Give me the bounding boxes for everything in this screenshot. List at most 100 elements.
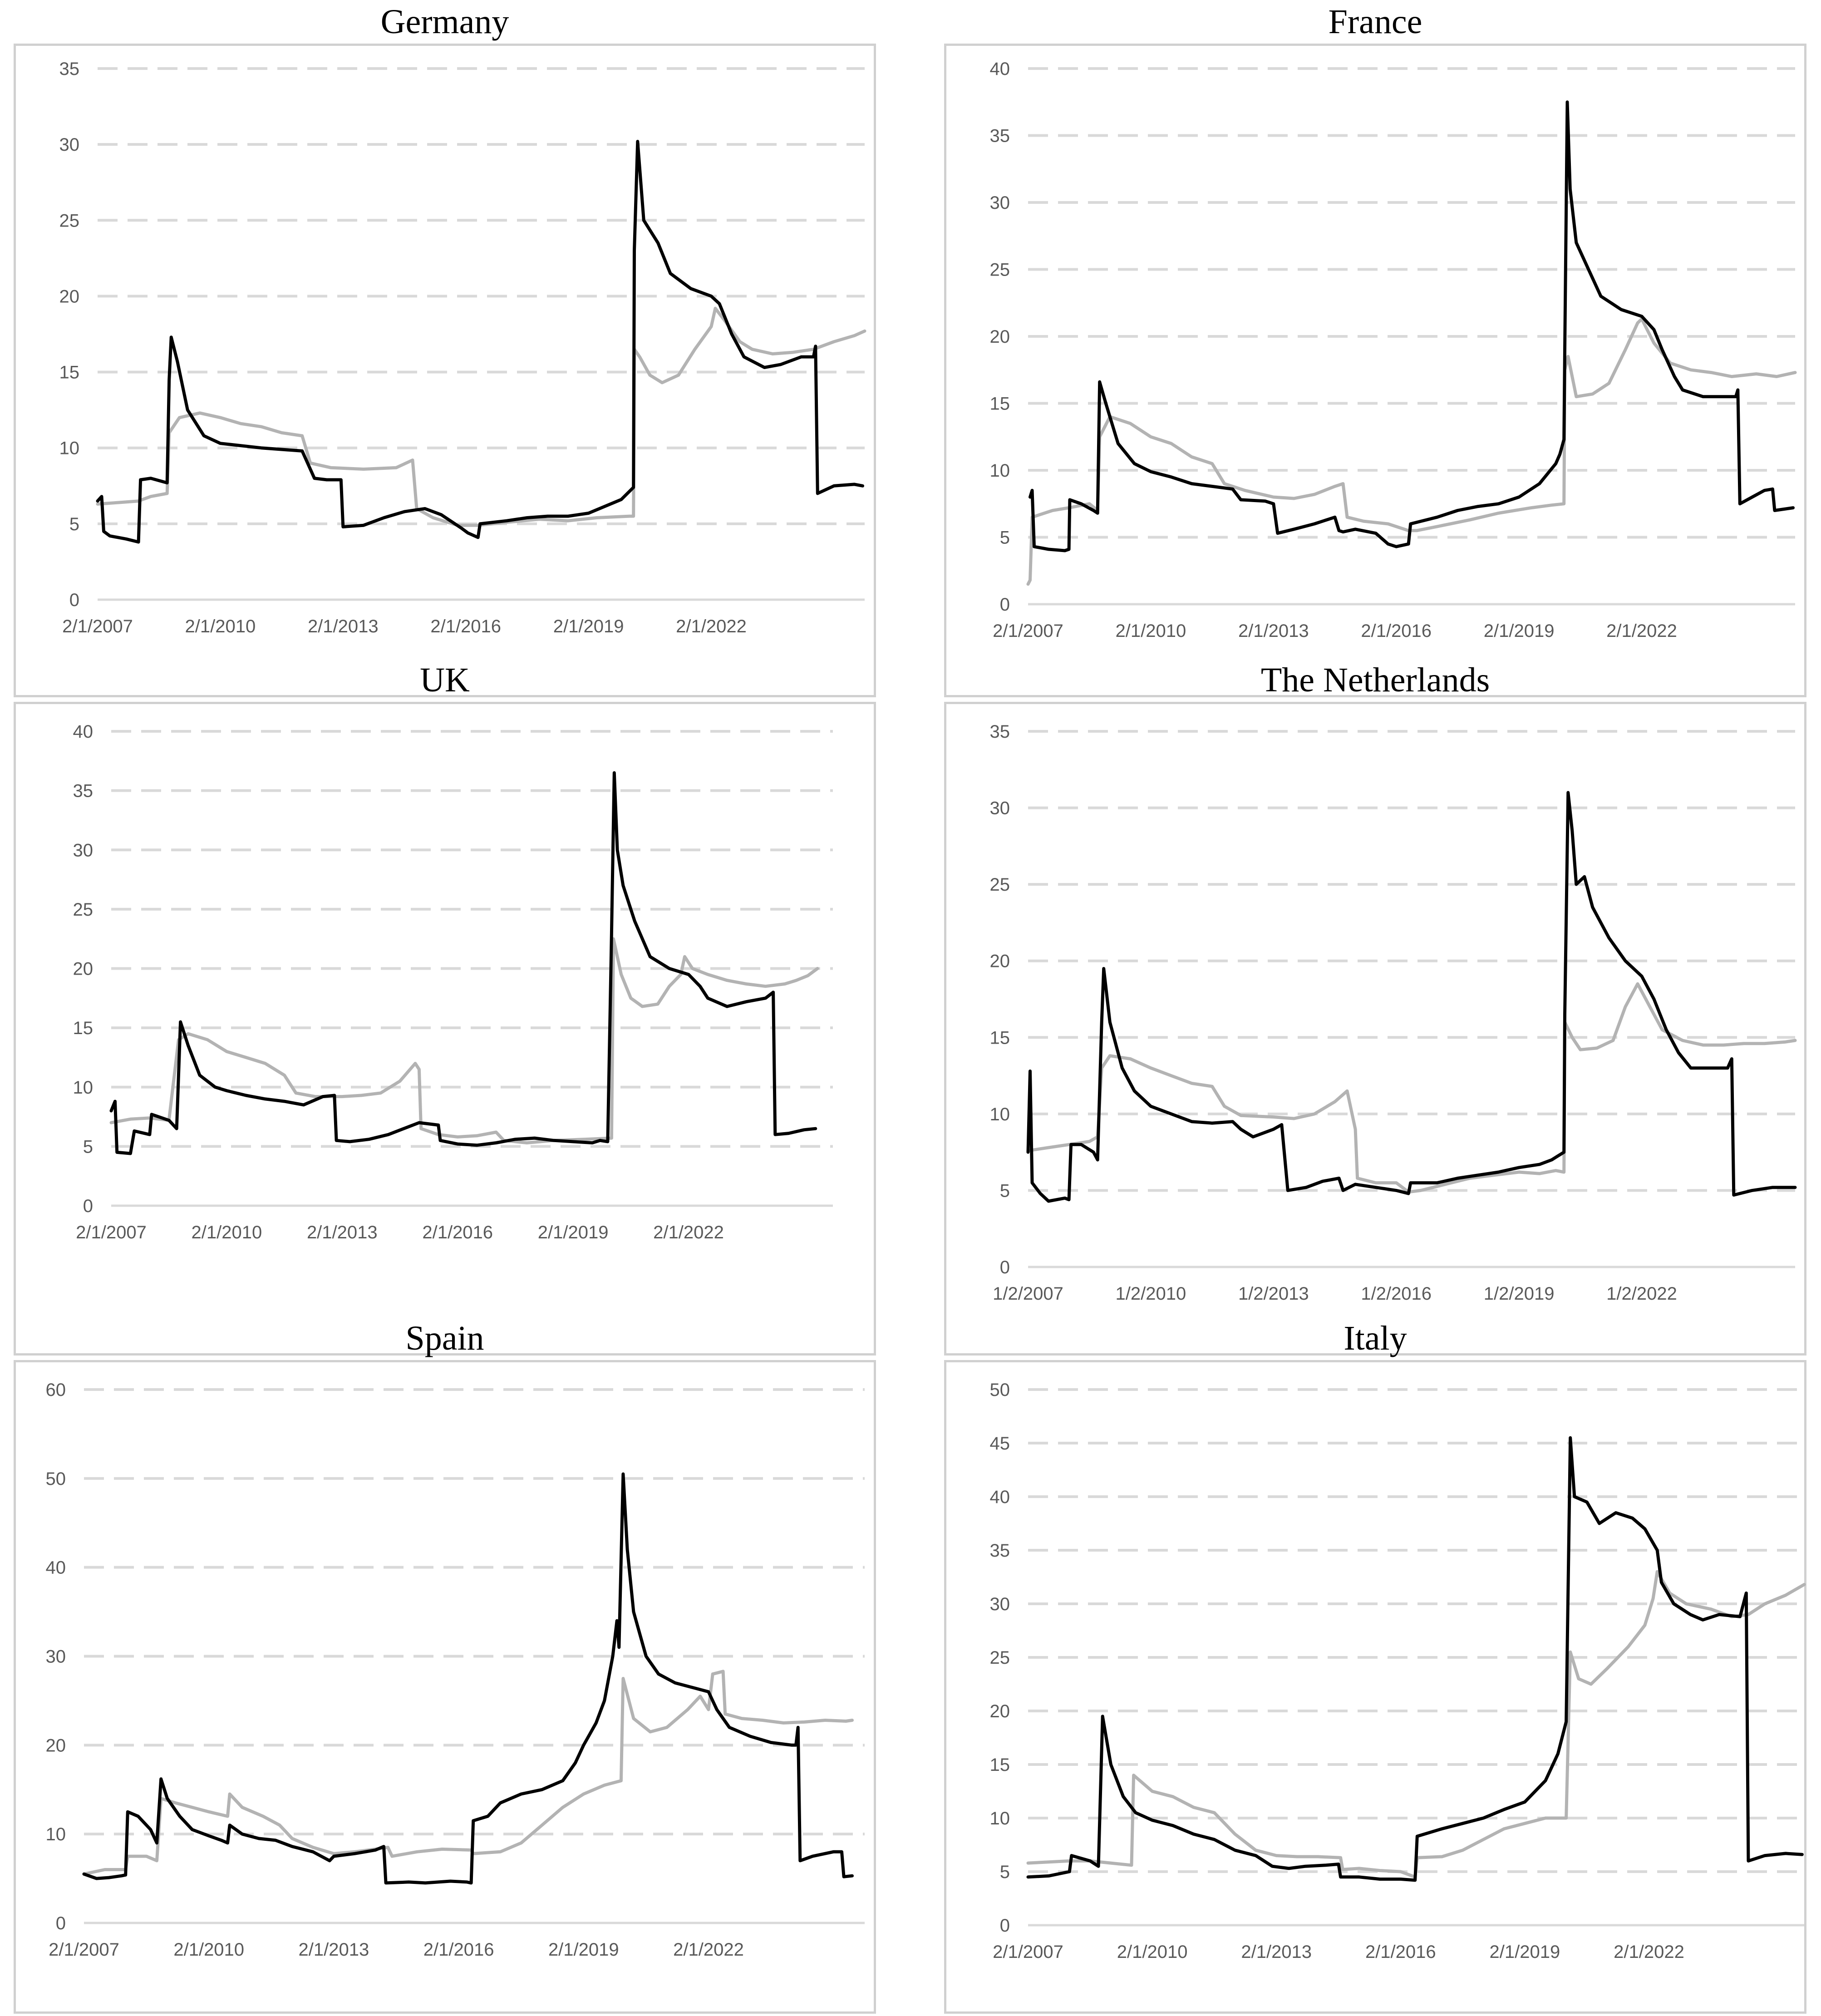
series-b-line <box>96 306 866 527</box>
x-tick-label: 2/1/2016 <box>422 1222 493 1242</box>
chart-panel-germany: Germany 0 5 10 15 20 25 30 35 2/1/2007 2/1/2010 2/… <box>14 0 876 697</box>
x-tick-label: 2/1/2007 <box>62 616 133 636</box>
y-tick-label: 0 <box>83 1196 93 1216</box>
y-tick-label: 25 <box>73 900 94 920</box>
chart-plot: 0 5 10 15 20 25 30 35 1/2/2007 1/2/2010 1/2/2013 1/… <box>990 722 1797 1304</box>
series-a-line <box>1026 1436 1804 1882</box>
y-tick-label: 25 <box>990 260 1010 280</box>
y-tick-label: 10 <box>59 439 80 458</box>
chart-plot: 0 10 20 30 40 50 60 2/1/2007 2/1/2010 2/1/2013 2/1… <box>46 1380 865 1960</box>
chart-panel-france: France 0 5 10 15 20 25 30 35 40 2/1/2007 2/1/2010 2… <box>944 0 1806 697</box>
y-tick-label: 45 <box>990 1434 1010 1454</box>
chart-panel-italy: Italy 0 5 10 15 20 25 30 35 40 45 50 2/1/2007 2/1/20… <box>944 1316 1806 2014</box>
x-tick-label: 2/1/2019 <box>553 616 624 636</box>
series-a-line <box>96 140 864 544</box>
y-tick-label: 30 <box>59 135 80 155</box>
y-tick-label: 50 <box>990 1380 1010 1400</box>
y-tick-label: 15 <box>73 1018 94 1038</box>
x-tick-label: 2/1/2016 <box>423 1940 494 1960</box>
chart-plot: 0 5 10 15 20 25 30 35 2/1/2007 2/1/2010 2/1/2013 2/… <box>59 59 866 636</box>
y-tick-label: 20 <box>59 286 80 306</box>
chart-plot: 0 5 10 15 20 25 30 35 40 2/1/2007 2/1/2010 2/1/2013… <box>73 722 833 1242</box>
x-tick-label: 2/1/2010 <box>1117 1942 1188 1962</box>
y-tick-label: 40 <box>990 59 1010 79</box>
x-tick-label: 2/1/2007 <box>993 1942 1063 1962</box>
x-tick-label: 2/1/2010 <box>173 1940 244 1960</box>
y-tick-label: 5 <box>69 514 79 534</box>
x-tick-label: 2/1/2019 <box>538 1222 609 1242</box>
x-tick-label: 1/2/2016 <box>1361 1284 1432 1304</box>
y-tick-label: 40 <box>990 1487 1010 1507</box>
y-tick-label: 10 <box>73 1078 94 1098</box>
x-tick-label: 2/1/2013 <box>1241 1942 1312 1962</box>
y-tick-label: 40 <box>73 722 94 742</box>
y-tick-label: 20 <box>990 1701 1010 1721</box>
series-a-line <box>1029 100 1795 552</box>
y-tick-label: 0 <box>1000 1916 1010 1936</box>
y-tick-label: 25 <box>990 1648 1010 1668</box>
x-tick-label: 2/1/2022 <box>1614 1942 1684 1962</box>
series-b-line <box>1026 317 1797 586</box>
x-tick-label: 2/1/2019 <box>548 1940 619 1960</box>
y-tick-label: 30 <box>990 1594 1010 1614</box>
x-tick-label: 1/2/2019 <box>1484 1284 1555 1304</box>
x-tick-label: 2/1/2016 <box>1361 621 1432 641</box>
x-tick-label: 2/1/2019 <box>1490 1942 1560 1962</box>
y-tick-label: 5 <box>83 1137 93 1157</box>
y-tick-label: 30 <box>73 840 94 860</box>
x-tick-label: 2/1/2019 <box>1484 621 1555 641</box>
x-tick-label: 2/1/2022 <box>1606 621 1677 641</box>
chart-panel-spain: Spain 0 10 20 30 40 50 60 2/1/2007 2/1/2010 2/1/2… <box>14 1316 876 2014</box>
x-tick-label: 2/1/2007 <box>993 621 1063 641</box>
x-tick-label: 2/1/2010 <box>192 1222 262 1242</box>
chart-frame: 0 5 10 15 20 25 30 35 40 2/1/2007 2/1/2010 2/1/2013… <box>14 702 876 1356</box>
y-tick-label: 10 <box>46 1824 66 1844</box>
y-tick-label: 0 <box>69 590 79 610</box>
series-b-line <box>1026 1570 1806 1879</box>
y-tick-label: 35 <box>990 126 1010 146</box>
chart-frame: 0 5 10 15 20 25 30 35 1/2/2007 1/2/2010 1/2/2013 1/… <box>944 702 1806 1356</box>
y-tick-label: 35 <box>990 1541 1010 1561</box>
series-a-line <box>82 1472 854 1885</box>
y-tick-label: 35 <box>990 722 1010 742</box>
y-tick-label: 35 <box>73 781 94 801</box>
chart-panel-netherlands: The Netherlands 0 5 10 15 20 25 30 35 1/2/2007 1/… <box>944 658 1806 1356</box>
y-tick-label: 15 <box>990 394 1010 414</box>
y-tick-label: 30 <box>46 1647 66 1667</box>
y-tick-label: 10 <box>990 461 1010 481</box>
y-tick-label: 40 <box>46 1558 66 1578</box>
x-tick-label: 2/1/2016 <box>1365 1942 1436 1962</box>
x-tick-label: 1/2/2010 <box>1116 1284 1186 1304</box>
y-tick-label: 25 <box>59 211 80 231</box>
y-tick-label: 0 <box>56 1913 66 1933</box>
y-tick-label: 5 <box>1000 1862 1010 1882</box>
y-tick-label: 30 <box>990 193 1010 213</box>
chart-frame: 0 5 10 15 20 25 30 35 40 45 50 2/1/2007 2/1/2010 2/1/… <box>944 1360 1806 2014</box>
series-b-line <box>109 937 819 1144</box>
chart-frame: 0 10 20 30 40 50 60 2/1/2007 2/1/2010 2/1/2013 2/1… <box>14 1360 876 2014</box>
x-tick-label: 2/1/2022 <box>653 1222 724 1242</box>
y-tick-label: 10 <box>990 1104 1010 1124</box>
y-tick-label: 60 <box>46 1380 66 1400</box>
series-b-line <box>82 1670 854 1876</box>
y-tick-label: 10 <box>990 1809 1010 1829</box>
series-b-line <box>1026 982 1797 1194</box>
chart-title: France <box>1328 3 1422 41</box>
y-tick-label: 0 <box>1000 1257 1010 1277</box>
chart-panel-uk: UK 0 5 10 15 20 25 30 35 40 2/1/2007 2/1/2010 2/1/2… <box>14 658 876 1356</box>
y-tick-label: 20 <box>990 327 1010 347</box>
y-tick-label: 0 <box>1000 595 1010 615</box>
series-a-line <box>1026 791 1797 1203</box>
y-tick-label: 20 <box>73 959 94 979</box>
y-tick-label: 20 <box>990 951 1010 971</box>
x-tick-label: 1/2/2022 <box>1606 1284 1677 1304</box>
y-tick-label: 5 <box>1000 1181 1010 1201</box>
x-tick-label: 2/1/2010 <box>185 616 256 636</box>
x-tick-label: 2/1/2007 <box>49 1940 119 1960</box>
chart-title: The Netherlands <box>1260 661 1490 699</box>
y-tick-label: 15 <box>990 1028 1010 1048</box>
chart-title: UK <box>420 661 470 699</box>
x-tick-label: 2/1/2007 <box>76 1222 147 1242</box>
chart-title: Spain <box>405 1319 484 1357</box>
chart-title: Italy <box>1344 1319 1407 1357</box>
